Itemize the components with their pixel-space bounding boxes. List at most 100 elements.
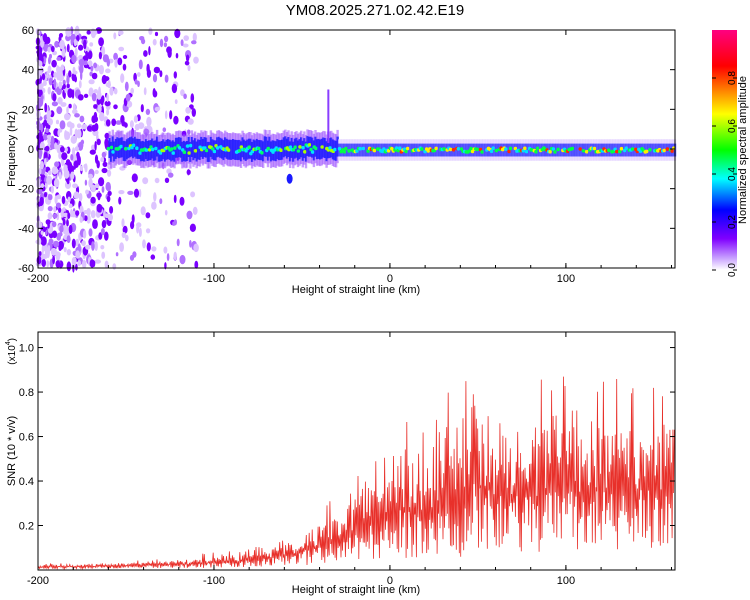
spectrogram-cell — [284, 136, 287, 157]
spectrogram-cell — [266, 146, 271, 151]
spectrogram-cell — [132, 251, 137, 258]
snr-frame — [37, 331, 676, 571]
spectrogram-cell — [386, 149, 391, 153]
spectrogram-cell — [109, 86, 114, 96]
spectrogram-cell — [112, 263, 117, 270]
spectrogram-cell — [140, 104, 144, 113]
spectrogram-cell — [537, 143, 540, 157]
spectrogram-cell — [173, 71, 177, 79]
spectrogram-cell — [320, 138, 323, 159]
spectrogram-cell — [64, 181, 72, 189]
spectrogram-cell — [360, 143, 363, 157]
spectrogram-cell — [83, 64, 90, 69]
spectrogram-cell — [138, 59, 143, 70]
spectrogram-cell — [231, 139, 235, 159]
spectrogram-cell — [85, 244, 91, 250]
colorbar-tick-label: 0.8 — [727, 71, 738, 85]
spectrogram-cell — [89, 42, 94, 47]
spectrogram-cell — [163, 246, 168, 254]
spectrogram-cell — [84, 179, 88, 186]
spectrogram-cell — [139, 36, 145, 41]
spectrogram-cell — [138, 151, 142, 155]
spectrogram-cell — [142, 177, 149, 185]
spectrogram-cell — [53, 206, 57, 213]
spectrogram-cell — [79, 64, 84, 74]
spectrogram-cell — [103, 209, 106, 219]
spectrogram-cell — [301, 145, 306, 150]
spectrogram-cell — [364, 143, 368, 157]
spectrogram-cell — [133, 188, 140, 198]
spectrogram-cell — [121, 121, 126, 127]
spectrogram-cell — [64, 147, 68, 152]
spectrogram-cell — [152, 74, 158, 83]
spectrogram-cell — [39, 136, 45, 142]
spectrogram-cell — [164, 35, 169, 43]
spectrogram-cell — [56, 66, 61, 74]
spectrogram-cell — [107, 190, 112, 196]
spectrogram-cell — [135, 146, 139, 150]
y-tick-label: 0.2 — [19, 521, 34, 533]
spectrogram-cell — [358, 146, 363, 151]
spectrogram-cell — [101, 251, 106, 259]
spectrogram-cell — [524, 149, 529, 154]
spectrogram-cell — [55, 260, 61, 268]
spectrogram-cell — [104, 231, 109, 241]
spectrogram-cell — [548, 149, 552, 154]
spectrogram-cell — [224, 137, 227, 158]
spectrogram-cell — [154, 31, 159, 37]
spectrogram-cell — [263, 136, 266, 157]
spectrogram-cell — [105, 68, 111, 74]
spectrogram-cell — [345, 143, 349, 157]
spectrogram-cell — [169, 110, 173, 120]
spectrogram-cell — [513, 146, 518, 151]
spectrogram-cell — [94, 183, 100, 189]
spectrogram-cell — [618, 149, 622, 154]
spectrogram-cell — [66, 121, 73, 128]
spectrogram-cell — [79, 165, 83, 172]
spectrogram-cell — [78, 44, 84, 51]
spectrogram-cell — [82, 259, 87, 269]
y-tick-label: 0 — [28, 144, 34, 156]
x-tick-label: -200 — [27, 575, 49, 587]
spectrogram-cell — [83, 39, 87, 50]
spectrogram-cell — [187, 118, 194, 125]
spectrogram-cell — [56, 194, 62, 200]
spectrogram-cell — [257, 146, 261, 151]
spectrogram-cell — [67, 212, 71, 219]
spectrogram-cell — [155, 136, 159, 157]
spectrogram-cell — [247, 145, 252, 149]
spectrogram-cell — [310, 150, 315, 154]
spectrogram-cell — [145, 108, 151, 115]
spectrogram-cell — [344, 146, 348, 151]
spectrogram-cell — [46, 175, 53, 185]
spectrogram-cell — [121, 231, 126, 239]
spectrogram-cell — [190, 191, 196, 198]
spectrogram-cell — [133, 136, 137, 157]
spectrogram-cell — [87, 50, 93, 60]
spectrogram-cell — [204, 148, 209, 153]
spectrogram-cell — [93, 111, 98, 120]
spectrogram-cell — [150, 254, 156, 260]
spectrogram-cell — [40, 236, 47, 246]
spectrogram-cell — [574, 143, 577, 157]
spectrogram-cell — [38, 150, 42, 160]
spectrogram-cell — [59, 120, 66, 130]
spectrogram-cell — [507, 149, 511, 154]
spectrogram-cell — [131, 143, 136, 148]
spectrogram-cell — [493, 143, 496, 157]
spectrogram-cell — [483, 143, 487, 157]
spectrogram-cell — [164, 209, 168, 216]
x-tick-label: 100 — [557, 273, 575, 285]
spectrogram-cell — [113, 52, 118, 61]
spectrogram-cell — [54, 40, 59, 48]
spectrogram-cell — [51, 101, 59, 107]
spectrogram-cell — [63, 113, 71, 121]
spectrogram-cell — [88, 228, 93, 237]
spectrogram-cell — [336, 136, 339, 157]
spectrogram-cell — [81, 240, 86, 247]
spectrogram-cell — [616, 143, 620, 157]
spectrogram-cell — [72, 109, 78, 115]
y-tick-label: -60 — [18, 263, 34, 275]
spectrogram-cell — [96, 138, 101, 146]
spectrogram-cell — [577, 143, 580, 157]
